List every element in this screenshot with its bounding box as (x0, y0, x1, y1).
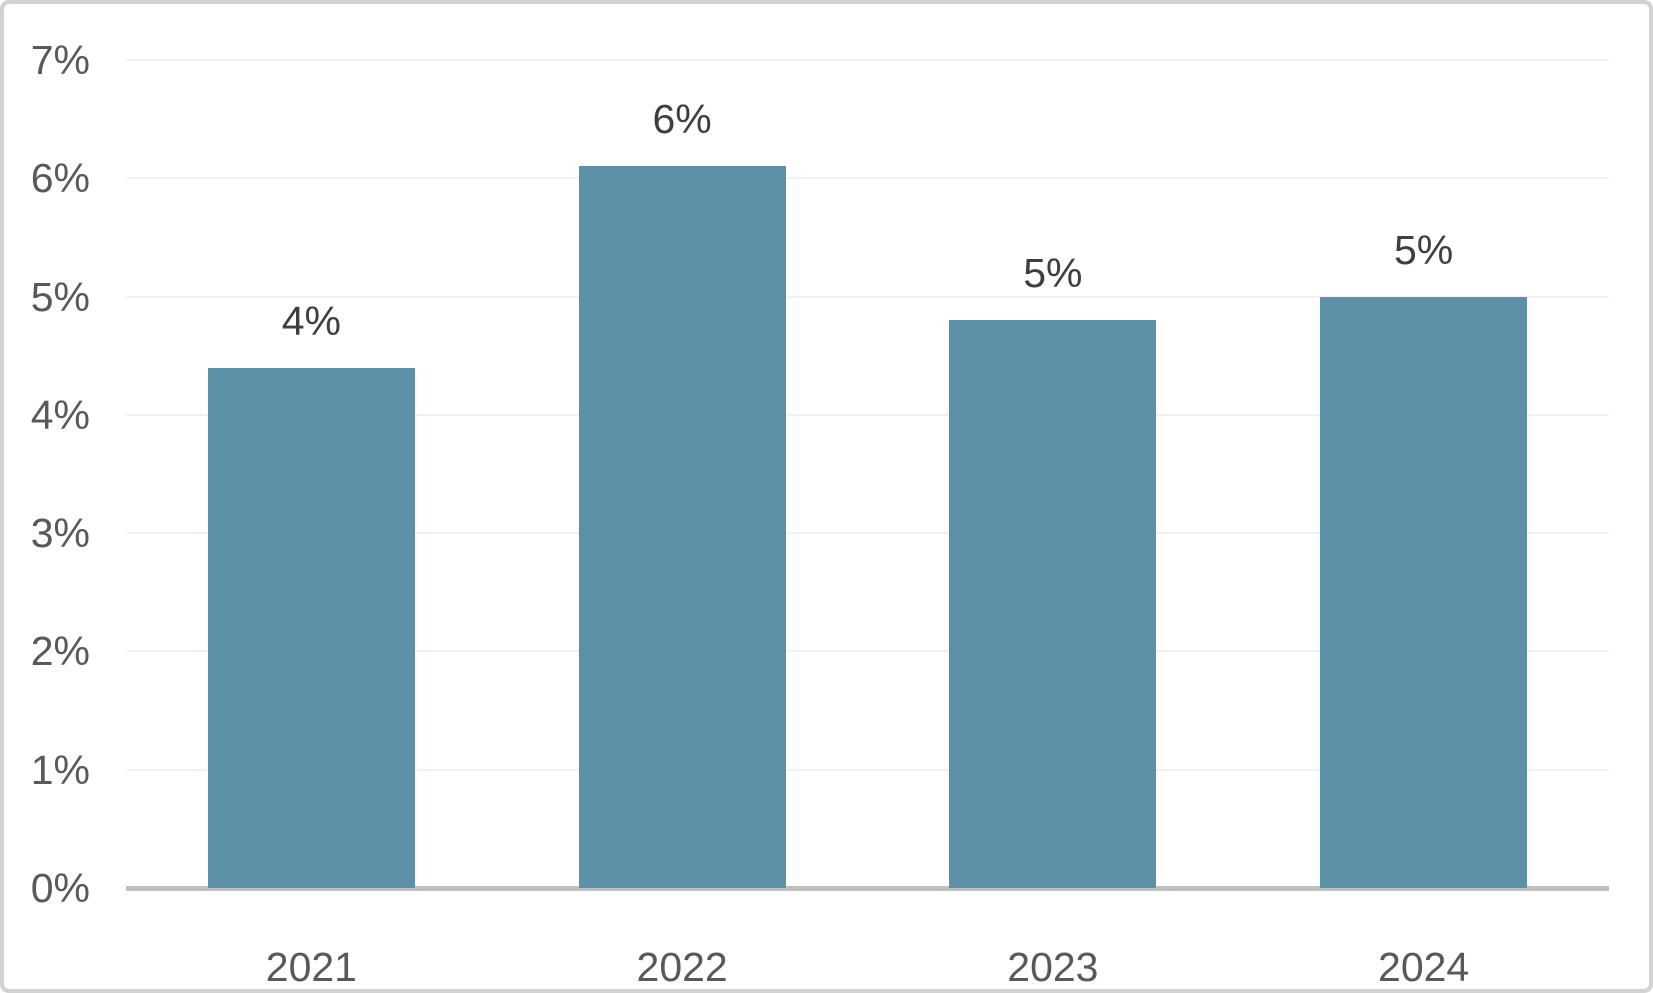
y-tick-label-6pct: 6% (30, 155, 90, 202)
bar-2023 (949, 320, 1157, 888)
bar-2024 (1320, 296, 1528, 888)
y-tick-label-7pct: 7% (30, 37, 90, 83)
gridline-6pct (126, 177, 1609, 180)
bar-2022 (578, 166, 786, 888)
gridline-7pct (126, 59, 1609, 61)
x-category-label-2021: 2021 (265, 944, 357, 990)
bar-2021 (207, 367, 415, 888)
y-tick-label-5pct: 5% (30, 273, 90, 320)
gridline-5pct (126, 295, 1609, 298)
y-tick-label-1pct: 1% (30, 746, 90, 793)
bar-value-label-2022: 6% (652, 96, 712, 143)
gridline-2pct (126, 650, 1609, 653)
y-tick-label-3pct: 3% (30, 510, 90, 557)
x-category-label-2024: 2024 (1378, 944, 1470, 990)
gridline-3pct (126, 532, 1609, 535)
x-axis-line (126, 886, 1609, 891)
bar-value-label-2024: 5% (1393, 226, 1454, 273)
bar-value-label-2023: 5% (1023, 250, 1083, 297)
bar-value-label-2021: 4% (281, 297, 341, 344)
gridline-4pct (126, 413, 1609, 416)
gridline-1pct (126, 768, 1609, 771)
y-tick-label-4pct: 4% (30, 391, 90, 438)
y-tick-label-2pct: 2% (30, 628, 90, 675)
plot-area: 4% 6% 5% 5% (126, 59, 1609, 891)
x-category-label-2022: 2022 (636, 944, 728, 990)
y-tick-label-0pct: 0% (30, 865, 90, 911)
x-category-label-2023: 2023 (1007, 944, 1099, 990)
